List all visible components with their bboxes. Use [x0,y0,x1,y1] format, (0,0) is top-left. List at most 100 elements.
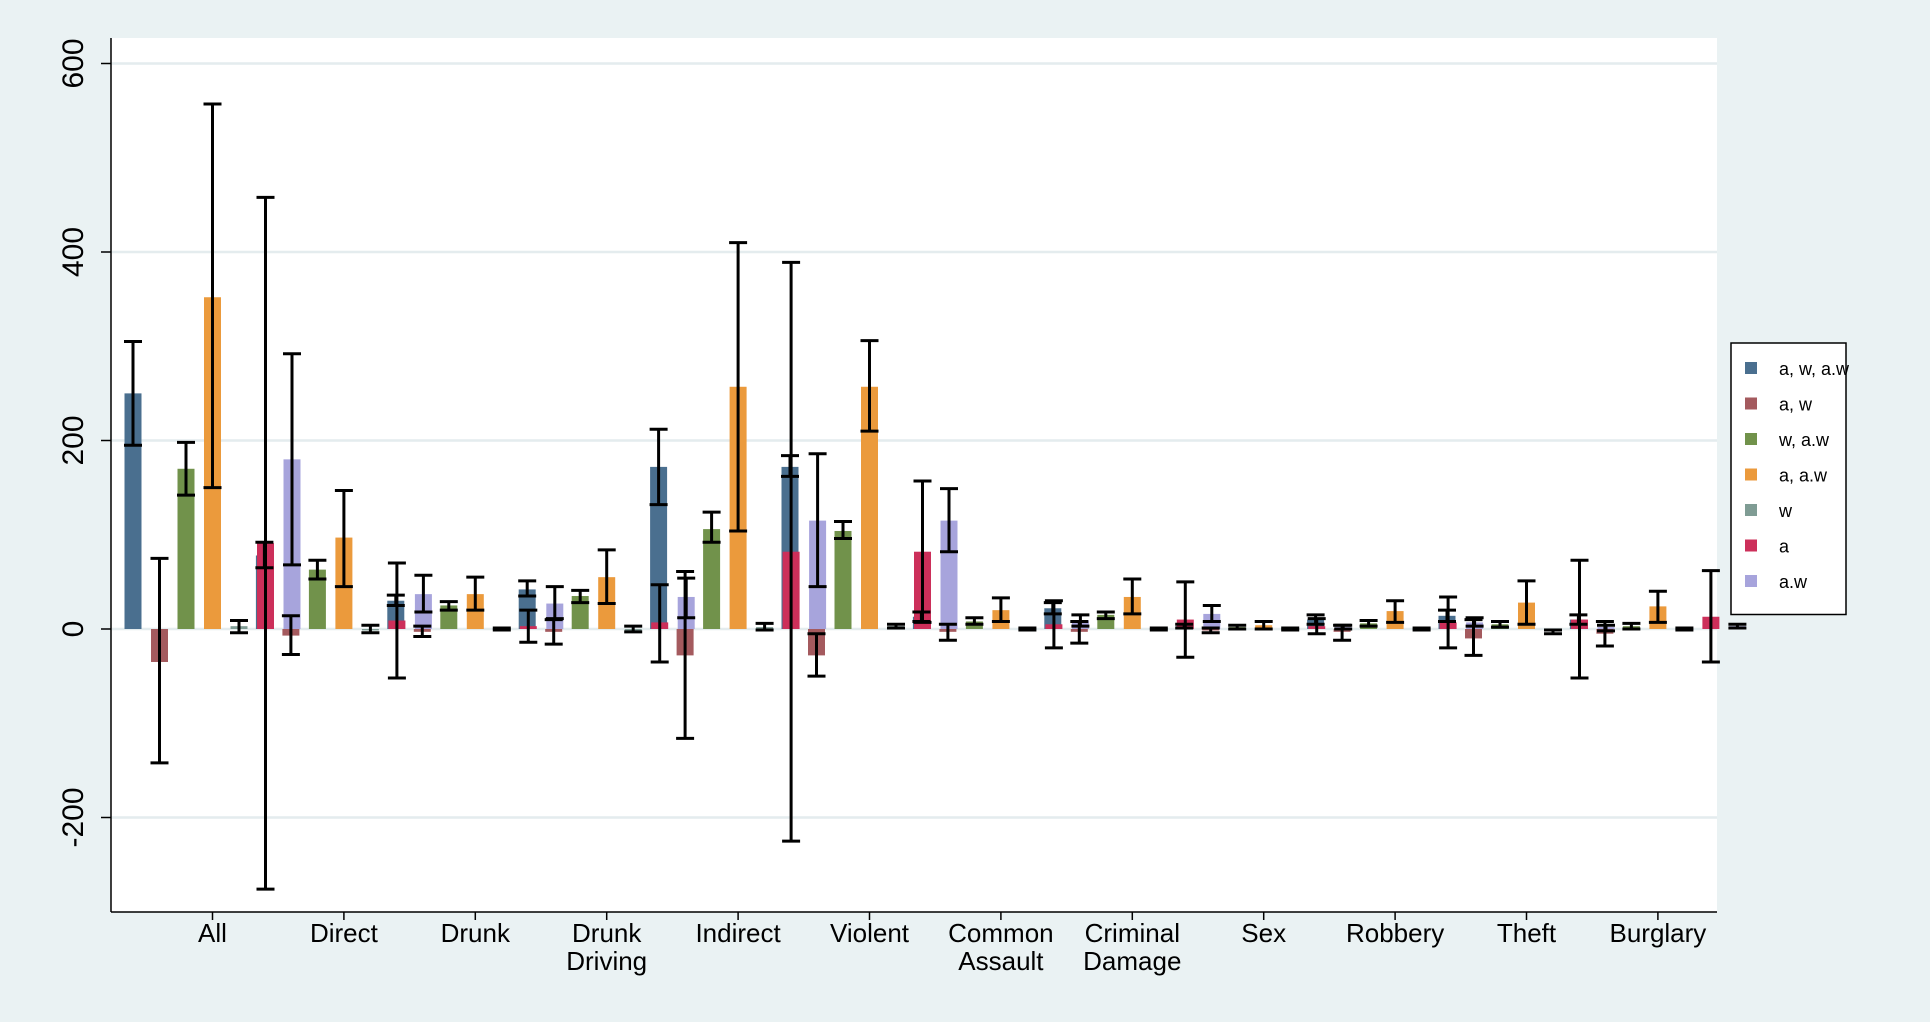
x-tick-label: Sex [1241,918,1286,948]
x-tick-label: Damage [1083,946,1181,976]
bar [124,393,142,629]
error-bar [308,558,327,581]
error-bar [281,614,300,656]
x-tick-label: Theft [1497,918,1557,948]
legend-label: a, w, a.w [1779,359,1850,379]
bar [308,569,326,629]
error-bar [808,452,827,589]
error-bar [1597,623,1615,633]
error-bar [1149,626,1168,632]
legend-swatch [1745,362,1757,374]
x-tick-label: Violent [830,918,910,948]
error-bar [519,608,538,644]
x-tick-label: Direct [310,918,379,948]
error-bar [334,488,353,589]
legend-swatch [1745,504,1757,516]
legend-label: a, w [1779,395,1813,415]
error-bar [545,585,564,621]
plot-area [111,38,1717,912]
error-bar [387,561,406,680]
error-bar [1176,580,1195,659]
error-bar [913,479,932,624]
bar [571,596,589,629]
error-bar [1044,599,1063,650]
bar [650,466,668,629]
error-bar [1307,617,1326,636]
error-bar [1412,626,1431,632]
error-bar [729,241,748,533]
error-bar [597,548,616,606]
error-bar [466,575,485,612]
error-bar [677,576,696,620]
error-bar [1228,623,1247,631]
error-bar [1201,626,1220,635]
error-bar [413,624,432,639]
error-bar [624,624,643,634]
legend-label: a [1779,537,1790,557]
x-tick-label: All [198,918,227,948]
error-bar [1254,619,1273,631]
x-tick-label: Robbery [1346,918,1444,948]
error-bar [439,600,458,612]
error-bar [1359,619,1378,628]
x-tick-label: Common [948,918,1053,948]
error-bar [1728,622,1747,630]
error-bar [124,340,142,447]
error-bar [1123,577,1142,616]
y-tick-label: 0 [57,621,90,638]
error-bar [203,102,222,490]
legend-swatch [1745,468,1757,481]
bar [834,530,852,629]
error-bar [1622,621,1641,631]
error-bar [1544,628,1562,636]
legend-swatch [1745,397,1757,410]
bar [861,386,878,629]
error-bar [1701,569,1720,664]
error-bar [965,616,984,626]
error-bar [1465,616,1484,628]
x-tick-label: Burglary [1609,918,1706,948]
y-tick-label: 200 [57,415,90,465]
error-bar [1096,610,1115,621]
error-bar [991,596,1010,623]
error-bar [1018,626,1037,632]
error-bar [807,632,826,678]
error-bar [1491,619,1509,629]
error-bar [571,588,590,605]
legend-swatch [1745,575,1757,587]
error-bar [940,487,958,554]
error-bar [1517,579,1536,626]
error-bar [1386,599,1405,624]
x-tick-label: Drunk [441,918,511,948]
error-bar [1281,626,1300,632]
x-tick-label: Drunk [572,918,642,948]
legend-swatch [1745,539,1757,552]
error-bar [1648,589,1667,624]
x-tick-label: Assault [958,946,1044,976]
error-bar [887,622,905,630]
legend-label: w, a.w [1778,430,1830,450]
legend: a, w, a.w a, w w, a.w a, a.w wa a.w [1730,342,1850,616]
legend-swatch [1745,433,1757,445]
error-bar [1570,558,1589,680]
error-bar [150,556,169,765]
error-bar [230,619,248,635]
y-tick-label: 400 [57,227,90,277]
error-bar [1334,623,1353,631]
error-bar [860,339,879,433]
y-tick-label: 600 [57,38,90,88]
error-bar [361,623,380,635]
bar [703,529,721,629]
x-tick-label: Driving [566,946,647,976]
error-bar [492,626,511,632]
error-bar [283,352,301,567]
error-bar [518,579,537,598]
legend-label: w [1778,501,1793,521]
error-bar [755,621,774,632]
error-bar [177,440,195,497]
y-tick-label: -200 [57,787,90,847]
bar [940,520,958,629]
error-bars [124,102,1747,891]
